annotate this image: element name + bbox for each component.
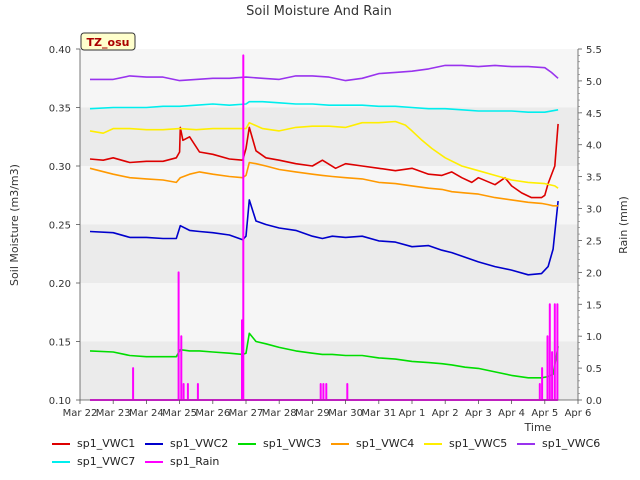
legend-item: sp1_VWC2 <box>145 437 228 450</box>
legend-item: sp1_VWC7 <box>52 455 135 468</box>
y-tick-label-right: 4.5 <box>586 109 602 120</box>
x-tick-label: Apr 2 <box>432 408 459 419</box>
legend-label: sp1_VWC5 <box>449 437 508 450</box>
y-axis-left-label: Soil Moisture (m3/m3) <box>8 164 21 286</box>
x-tick-label: Mar 22 <box>63 408 98 419</box>
series-line-sp1-vwc2 <box>89 199 559 276</box>
x-tick-label: Apr 4 <box>498 408 525 419</box>
legend-label: sp1_VWC7 <box>77 455 136 468</box>
legend-swatch <box>238 442 256 445</box>
x-tick-label: Apr 5 <box>531 408 558 419</box>
y-tick-label-right: 0.5 <box>586 364 602 375</box>
legend-item: sp1_VWC3 <box>238 437 321 450</box>
legend-item: sp1_Rain <box>145 455 219 468</box>
legend-swatch <box>145 442 163 445</box>
x-tick-label: Mar 31 <box>361 408 396 419</box>
legend-label: sp1_Rain <box>170 455 220 468</box>
x-tick-label: Mar 24 <box>129 408 164 419</box>
y-tick-label-left: 0.30 <box>49 162 71 173</box>
legend-item: sp1_VWC4 <box>331 437 414 450</box>
background-bands <box>80 49 578 400</box>
y-tick-label-right: 2.0 <box>586 268 602 279</box>
x-tick-label: Mar 27 <box>229 408 264 419</box>
x-tick-label: Mar 23 <box>96 408 131 419</box>
series-line-sp1-vwc7 <box>89 100 559 113</box>
legend-label: sp1_VWC3 <box>263 437 322 450</box>
x-tick-label: Apr 1 <box>399 408 426 419</box>
legend-swatch <box>517 442 535 445</box>
y-tick-label-left: 0.35 <box>49 104 71 115</box>
series-line-sp1-vwc5 <box>89 120 559 189</box>
series-line-sp1-vwc4 <box>89 161 559 207</box>
y-tick-label-left: 0.20 <box>49 279 71 290</box>
y-tick-label-right: 5.0 <box>586 77 602 88</box>
legend-item: sp1_VWC6 <box>517 437 600 450</box>
right-axis: 0.0 0.5 1.0 1.5 2.0 2.5 3.0 3.5 4.0 4.5 5.0 5.5 <box>577 45 602 407</box>
grid-band <box>80 49 578 108</box>
legend-label: sp1_VWC2 <box>170 437 229 450</box>
y-tick-label-left: 0.15 <box>49 338 71 349</box>
y-tick-label-right: 5.5 <box>586 45 602 56</box>
grid-band <box>80 224 578 283</box>
grid-band <box>80 283 578 342</box>
legend-item: sp1_VWC5 <box>424 437 507 450</box>
legend-label: sp1_VWC6 <box>542 437 601 450</box>
legend-swatch <box>52 460 70 463</box>
station-badge: TZ_osu <box>80 32 136 51</box>
x-tick-label: Apr 3 <box>465 408 492 419</box>
series-line-sp1-vwc6 <box>90 64 559 82</box>
y-tick-label-right: 1.0 <box>586 332 602 343</box>
y-tick-label-right: 3.0 <box>586 205 602 216</box>
legend-label: sp1_VWC4 <box>356 437 415 450</box>
y-axis-right-label: Rain (mm) <box>617 196 630 254</box>
y-tick-label-left: 0.25 <box>49 221 71 232</box>
y-tick-label-right: 4.0 <box>586 141 602 152</box>
legend-label: sp1_VWC1 <box>77 437 136 450</box>
y-tick-label-right: 3.5 <box>586 173 602 184</box>
y-tick-label-left: 0.10 <box>49 396 71 407</box>
grid-band <box>80 107 578 166</box>
x-tick-label: Mar 26 <box>195 408 230 419</box>
series-line-sp1-vwc1 <box>89 123 559 199</box>
legend-swatch <box>145 460 163 463</box>
y-tick-label-right: 2.5 <box>586 236 602 247</box>
legend-swatch <box>424 442 442 445</box>
x-tick-label: Mar 25 <box>162 408 197 419</box>
legend-swatch <box>331 442 349 445</box>
grid-band <box>80 166 578 225</box>
legend-swatch <box>52 442 70 445</box>
grid-band <box>80 341 578 400</box>
station-badge-label: TZ_osu <box>87 36 130 49</box>
x-tick-label: Mar 30 <box>328 408 363 419</box>
y-tick-label-left: 0.40 <box>49 45 71 56</box>
chart-title: Soil Moisture And Rain <box>246 4 392 19</box>
legend-item: sp1_VWC1 <box>52 437 135 450</box>
x-axis-label: Time <box>524 421 552 434</box>
x-tick-label: Apr 6 <box>565 408 592 419</box>
x-tick-label: Mar 28 <box>262 408 297 419</box>
left-axis: 0.10 0.15 0.20 0.25 0.30 0.35 0.40 <box>49 45 81 407</box>
y-tick-label-right: 0.0 <box>586 396 602 407</box>
y-tick-label-right: 1.5 <box>586 300 602 311</box>
x-tick-label: Mar 29 <box>295 408 330 419</box>
